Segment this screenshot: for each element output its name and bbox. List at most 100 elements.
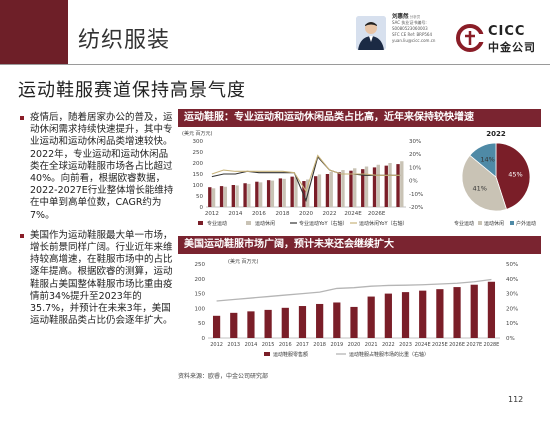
bar-leisure (270, 180, 275, 207)
legend-label: 运动休闲 (484, 220, 504, 227)
y-axis-unit: (美元 百万元) (228, 258, 259, 265)
bar-us-retail (453, 287, 461, 338)
x-tick-label: 2019 (330, 342, 343, 348)
bar-us-retail (333, 302, 341, 338)
bar-us-retail (212, 315, 221, 338)
bullet-item: 美国作为运动鞋服最大单一市场，增长前景同样广阔。行业近年来维持较高增速，在鞋服市… (20, 230, 174, 328)
bar-leisure (317, 174, 322, 207)
x-tick-label: 2018 (275, 211, 289, 217)
bar-professional (396, 164, 400, 207)
pie-title: 2022 (486, 130, 506, 138)
analyst-info: 刘惠然 分析员 SAC 执业证书编号: S0080523060003 SFC C… (392, 14, 452, 44)
bar-professional (372, 167, 377, 207)
bar-leisure (329, 171, 333, 207)
x-tick-label: 2022 (382, 342, 395, 348)
y2-tick-label: 0% (409, 179, 418, 185)
x-tick-label: 2020 (348, 342, 361, 348)
bar-us-retail (419, 290, 427, 338)
legend-swatch (264, 352, 270, 356)
x-tick-label: 2020 (299, 211, 313, 217)
bar-leisure (247, 183, 251, 207)
x-tick-label: 2024E (344, 211, 362, 217)
y2-tick-label: -20% (409, 205, 423, 211)
chart2-title-bar: 美国运动鞋服市场广阔，预计未来还会继续扩大 (178, 236, 541, 254)
analyst-name: 刘惠然 (392, 14, 409, 20)
bar-professional (266, 180, 271, 207)
bar-leisure (341, 170, 345, 207)
y-tick-label: 200 (195, 277, 206, 283)
bar-us-retail (298, 306, 307, 338)
legend-label: 户外运动 (516, 220, 536, 227)
x-tick-label: 2012 (205, 211, 219, 217)
bar-leisure (223, 186, 228, 207)
y-tick-label: 250 (193, 150, 204, 156)
y-tick-label: 300 (193, 139, 204, 145)
x-tick-label: 2021 (365, 342, 378, 348)
y-tick-label: 150 (195, 292, 206, 298)
logo-text-en: CICC (488, 24, 526, 39)
y-tick-label: 50 (198, 321, 205, 327)
bar-professional (302, 181, 306, 207)
y2-tick-label: 10% (506, 321, 518, 327)
bar-us-retail (367, 296, 375, 338)
logo-text-cn: 中金公司 (488, 41, 536, 54)
bar-professional (208, 187, 212, 207)
x-tick-label: 2026E (368, 211, 386, 217)
x-tick-label: 2025E (432, 342, 448, 348)
cicc-logo-icon (456, 24, 484, 52)
x-tick-label: 2014 (245, 342, 258, 348)
bar-professional (384, 165, 388, 207)
x-tick-label: 2027E (466, 342, 482, 348)
y2-tick-label: 50% (506, 262, 518, 268)
bar-leisure (282, 178, 286, 207)
analyst-avatar (356, 16, 386, 50)
analyst-line: SFC CE Ref: BRP564 (392, 32, 433, 37)
legend-label: 专业运动 (207, 220, 227, 227)
y-tick-label: 50 (196, 194, 203, 200)
bar-professional (337, 172, 341, 207)
bar-us-retail (384, 293, 392, 338)
x-tick-label: 2017 (296, 342, 309, 348)
yoy-line (211, 154, 401, 193)
bar-professional (278, 178, 283, 207)
source-note: 资料来源：欧睿，中金公司研究部 (178, 373, 269, 380)
header-sidebar-block (0, 0, 68, 64)
pie-slice-label: 41% (472, 185, 486, 193)
y-tick-label: 100 (193, 183, 204, 189)
legend-label: 专业运动 (454, 220, 474, 227)
bar-leisure (258, 182, 263, 207)
bar-us-retail (316, 303, 324, 338)
y2-tick-label: 30% (409, 139, 421, 145)
pie-slice-label: 14% (480, 156, 494, 164)
y-tick-label: 0 (202, 336, 206, 342)
bar-professional (349, 170, 353, 207)
page-number: 112 (508, 395, 524, 404)
bar-professional (243, 183, 247, 207)
y-tick-label: 200 (193, 161, 204, 167)
legend-swatch (246, 221, 251, 225)
y-axis-unit: (美元 百万元) (182, 130, 213, 137)
bullet-item: 疫情后，随着居家办公的普及，运动休闲需求持续快速提升，其中专业运动和运动休闲品类… (20, 112, 174, 222)
pie-slice (461, 154, 508, 212)
yoy-line (211, 155, 401, 203)
y2-tick-label: 20% (506, 306, 518, 312)
bar-leisure (211, 188, 216, 207)
chart1-global-market: (美元 百万元) 0 50 100 150 200 250 300 -20% -10% 0% 10% 2… (182, 130, 423, 227)
y2-tick-label: 0% (506, 336, 515, 342)
bar-us-retail (264, 309, 272, 338)
pie-slice (469, 142, 497, 178)
legend-swatch (198, 221, 203, 225)
bar-leisure (353, 168, 357, 207)
y2-tick-label: 40% (506, 277, 518, 283)
x-tick-label: 2024E (415, 342, 431, 348)
bar-us-retail (470, 284, 478, 338)
x-tick-label: 2013 (227, 342, 240, 348)
x-tick-label: 2028E (483, 342, 499, 348)
chart1-title-bar: 运动鞋服：专业运动和运动休闲品类占比高，近年来保持较快增速 (178, 109, 541, 127)
pie-slice-label: 45% (508, 170, 522, 178)
bar-professional (361, 169, 365, 207)
analyst-line: SAC 执业证书编号: S0080523060003 (392, 20, 428, 31)
x-tick-label: 2016 (279, 342, 292, 348)
x-tick-label: 2015 (262, 342, 275, 348)
x-tick-label: 2012 (210, 342, 223, 348)
